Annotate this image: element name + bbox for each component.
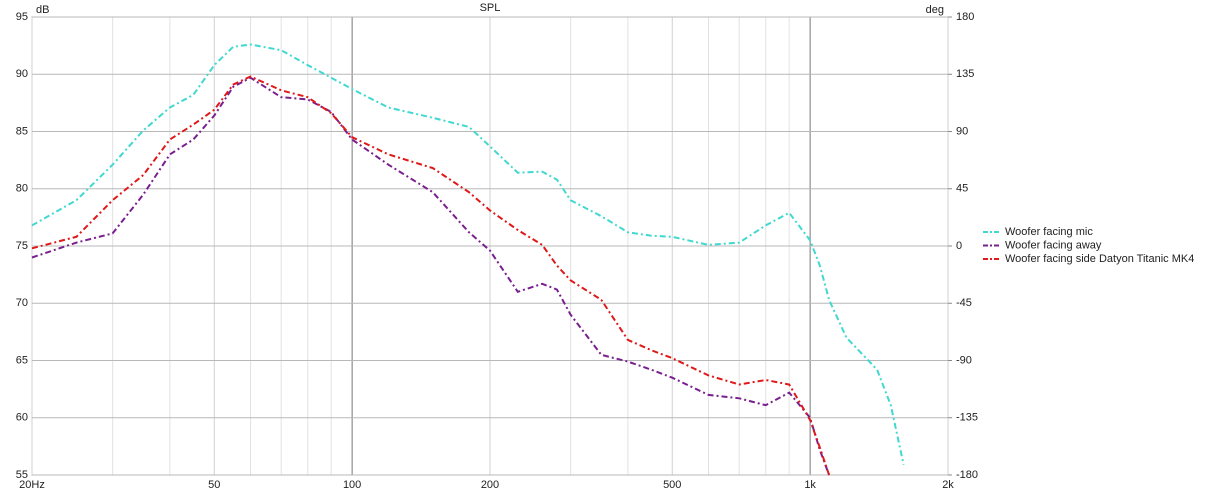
y2-axis-label: deg: [926, 4, 944, 16]
y2-tick-label: 90: [956, 125, 968, 137]
y-tick-label: 80: [16, 183, 28, 195]
legend-label: Woofer facing side Datyon Titanic MK4: [1005, 253, 1194, 265]
y2-tick-label: 180: [956, 11, 974, 23]
x-tick-label: 100: [343, 479, 361, 491]
y-tick-label: 95: [16, 11, 28, 23]
y-tick-label: 70: [16, 297, 28, 309]
y-tick-label: 85: [16, 125, 28, 137]
y2-tick-label: 45: [956, 183, 968, 195]
y2-tick-label: -180: [956, 469, 978, 481]
y2-tick-label: -45: [956, 297, 972, 309]
y-tick-label: 90: [16, 68, 28, 80]
y-tick-label: 75: [16, 240, 28, 252]
y-tick-label: 55: [16, 469, 28, 481]
x-tick-label: 2k: [942, 479, 954, 491]
series-line: [31, 76, 831, 476]
y-tick-label: 65: [16, 354, 28, 366]
y-axis-label: dB: [36, 4, 49, 16]
y-tick-label: 60: [16, 412, 28, 424]
y2-tick-label: -90: [956, 354, 972, 366]
series-line: [31, 75, 831, 476]
x-tick-label: 200: [481, 479, 499, 491]
y2-tick-label: 0: [956, 240, 962, 252]
x-tick-label: 1k: [804, 479, 816, 491]
legend-label: Woofer facing mic: [1005, 226, 1093, 238]
series-line: [31, 43, 905, 465]
x-tick-label: 50: [208, 479, 220, 491]
y2-tick-label: 135: [956, 68, 974, 80]
chart-title: SPL: [480, 2, 501, 14]
x-tick-label: 20Hz: [19, 479, 45, 491]
y2-tick-label: -135: [956, 412, 978, 424]
x-tick-label: 500: [663, 479, 681, 491]
legend-label: Woofer facing away: [1005, 239, 1102, 251]
